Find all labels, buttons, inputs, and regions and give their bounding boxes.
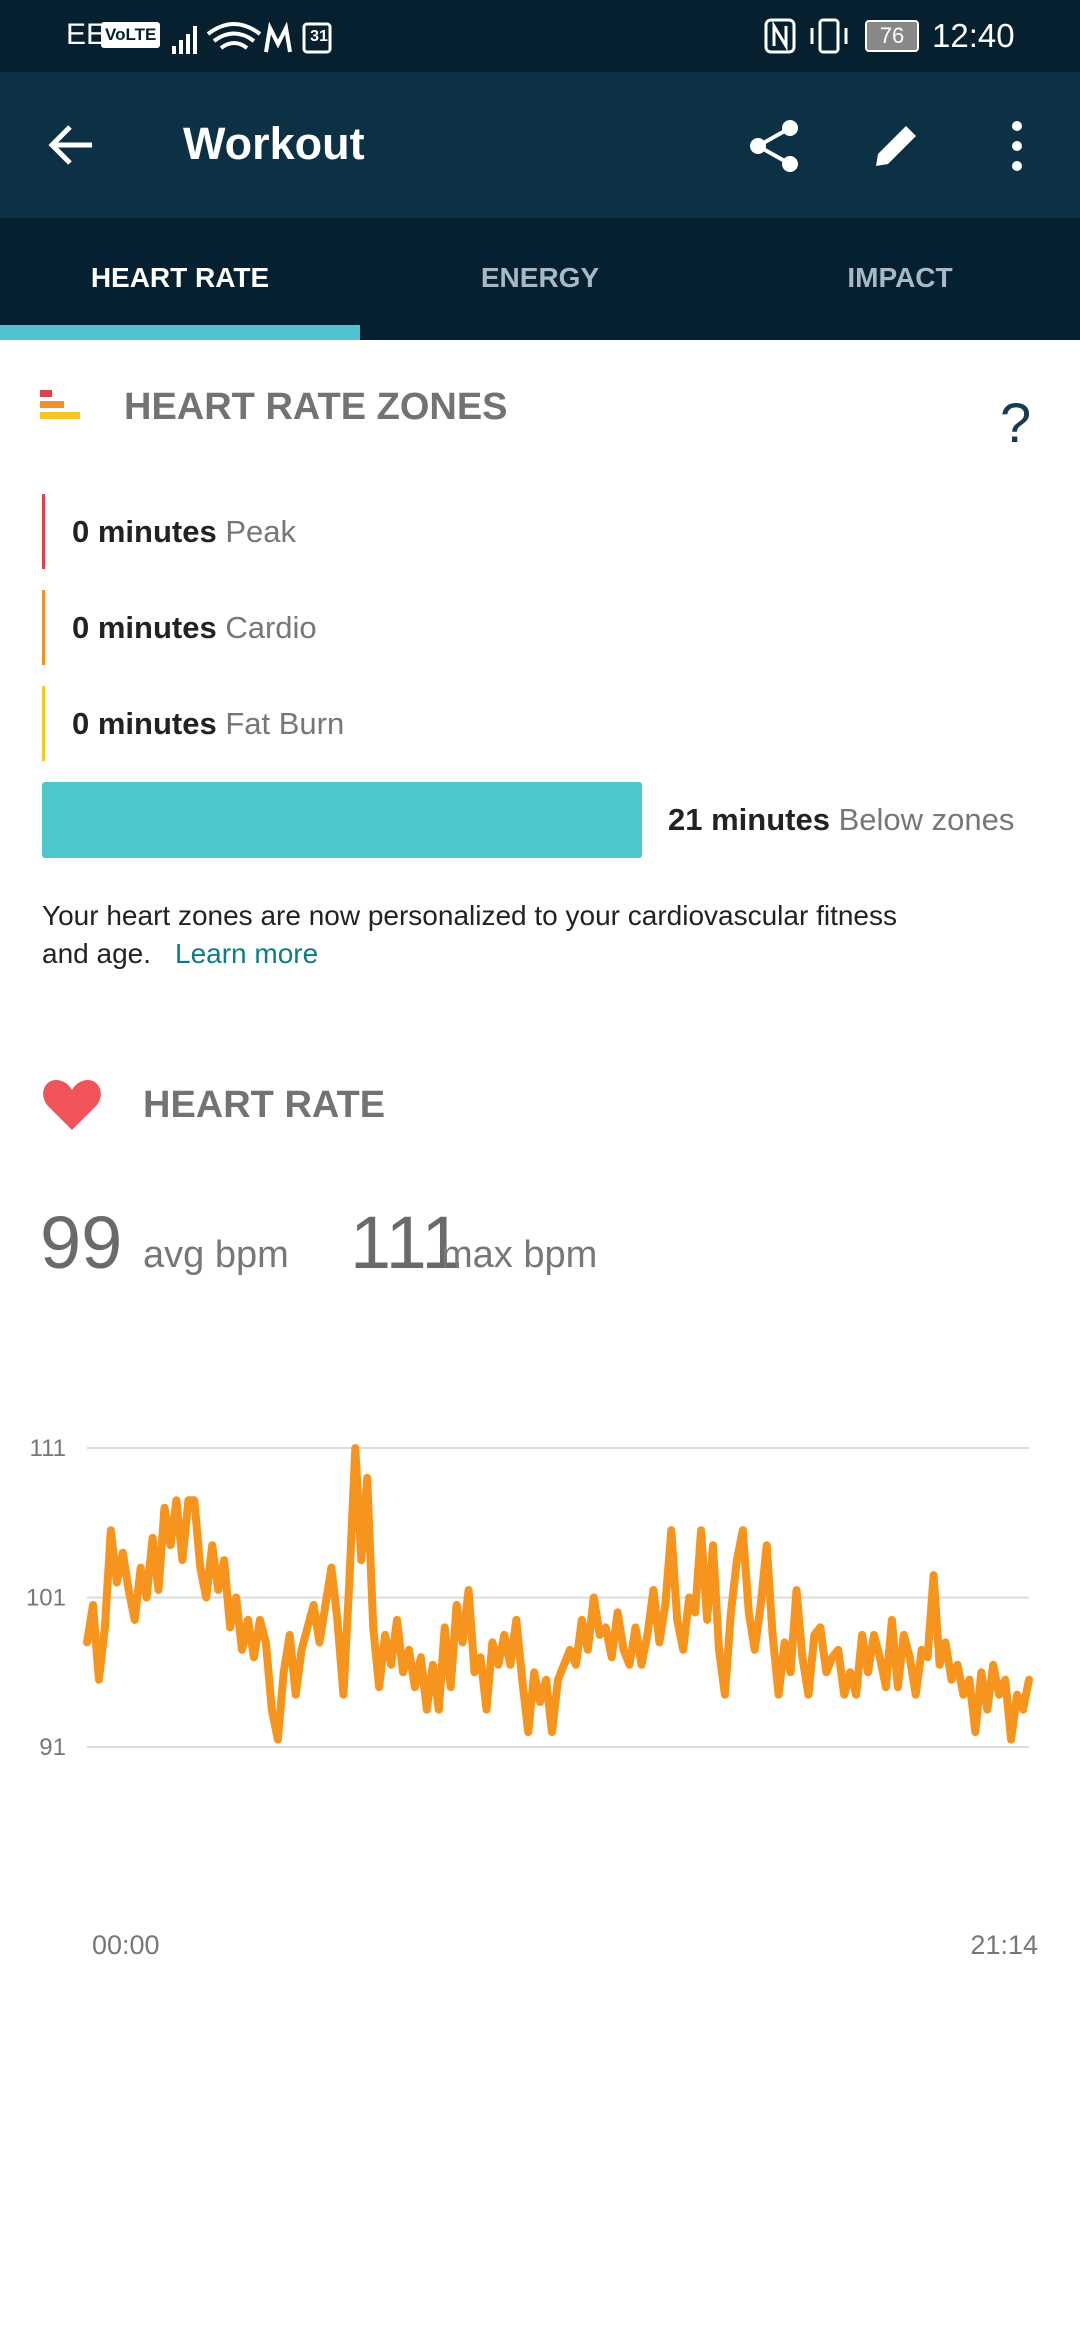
x-tick-label: 21:14 <box>970 1930 1038 1960</box>
tab-energy[interactable]: ENERGY <box>480 262 600 293</box>
heart-rate-line <box>83 1444 1033 1744</box>
max-value: 111 <box>350 1201 463 1284</box>
tab-heart-rate[interactable]: HEART RATE <box>90 262 270 293</box>
y-tick-label: 111 <box>30 1435 66 1462</box>
zone-label: Fat Burn <box>225 706 345 741</box>
zone-row: 21 minutes Below zones <box>668 802 1014 838</box>
y-tick-label: 101 <box>26 1585 66 1612</box>
learn-more-link[interactable]: Learn more <box>175 938 319 969</box>
heart-rate-chart: 91 101 111 00:00 21:14 <box>26 1435 1038 1960</box>
zone-label: Below zones <box>838 802 1015 837</box>
note-text: and age. <box>42 938 151 969</box>
zone-label: Cardio <box>225 610 317 645</box>
section-title: HEART RATE ZONES <box>124 386 508 428</box>
avg-unit: avg bpm <box>143 1234 289 1276</box>
help-button[interactable]: ? <box>1000 391 1032 454</box>
zone-minutes: 21 minutes <box>668 802 830 837</box>
status-icons <box>172 21 332 54</box>
heart-icon <box>43 1080 101 1130</box>
max-unit: max bpm <box>441 1234 598 1276</box>
note-text: Your heart zones are now personalized to… <box>42 900 897 931</box>
note-line: and age. Learn more <box>42 938 318 970</box>
section-title: HEART RATE <box>143 1084 386 1126</box>
tab-bar <box>0 218 1080 340</box>
zones-icon <box>40 390 80 419</box>
zone-bar <box>42 686 45 761</box>
calendar-date: 31 <box>310 28 328 45</box>
zone-bar <box>42 590 45 665</box>
zone-minutes: 0 minutes <box>72 610 217 645</box>
below-zones-bar <box>42 782 642 858</box>
edit-button[interactable] <box>870 120 922 172</box>
zone-bar <box>42 494 45 569</box>
status-bar: EE VoLTE 31 76 12:40 <box>0 0 1080 72</box>
back-button[interactable] <box>44 118 98 172</box>
zone-minutes: 0 minutes <box>72 706 217 741</box>
carrier: EE <box>66 18 107 51</box>
battery: 76 <box>865 20 919 52</box>
tab-impact[interactable]: IMPACT <box>847 262 953 293</box>
clock: 12:40 <box>932 17 1015 54</box>
zone-row: 0 minutes Cardio <box>72 610 317 646</box>
volte-badge: VoLTE <box>101 22 161 48</box>
app-bar: Workout <box>0 72 1080 218</box>
share-button[interactable] <box>746 118 802 174</box>
nfc-vibrate-icons <box>764 18 848 54</box>
zone-row: 0 minutes Fat Burn <box>72 706 344 742</box>
more-button[interactable] <box>1005 120 1029 172</box>
tab-indicator <box>0 325 360 340</box>
screen-title: Workout <box>183 118 365 169</box>
x-tick-label: 00:00 <box>92 1930 160 1960</box>
y-tick-label: 91 <box>39 1734 66 1761</box>
zone-label: Peak <box>225 514 297 549</box>
zone-row: 0 minutes Peak <box>72 514 296 550</box>
zone-minutes: 0 minutes <box>72 514 217 549</box>
avg-value: 99 <box>40 1201 123 1284</box>
